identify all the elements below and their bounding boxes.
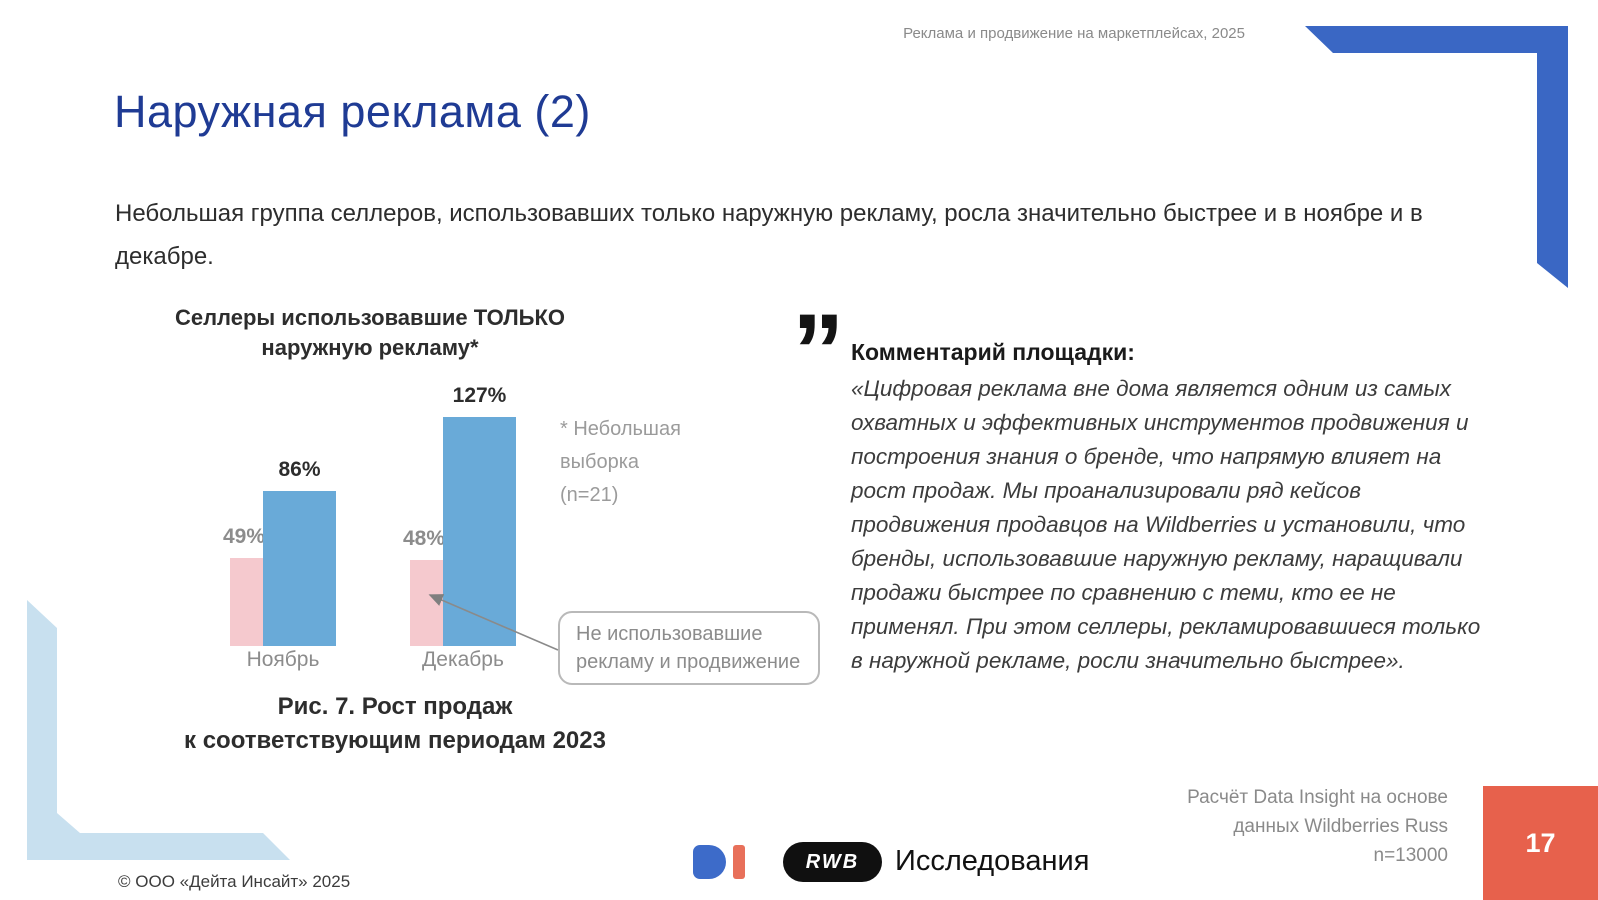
data-insight-logo-icon (693, 845, 726, 879)
page-number: 17 (1525, 827, 1556, 858)
bar-value-label: 127% (452, 384, 507, 407)
chart-title: Селлеры использовавшие ТОЛЬКО наружную р… (174, 305, 566, 360)
data-insight-logo-bar-icon (733, 845, 745, 879)
sample-size-note: * Небольшая выборка (n=21) (560, 418, 681, 506)
bar-november-outdoor-only: 86% (263, 458, 336, 646)
page-number-badge: 17 (1483, 786, 1598, 900)
category-label-december: Декабрь (422, 648, 504, 671)
bar-december-outdoor-only: 127% (443, 384, 516, 646)
page-title: Наружная реклама (2) (114, 86, 591, 137)
figure-caption: Рис. 7. Рост продаж к соответствующим пе… (184, 693, 606, 754)
comment-heading: Комментарий площадки: (851, 339, 1135, 365)
comment-quote-text: «Цифровая реклама вне дома является одни… (851, 376, 1481, 673)
callout-no-ads: Не использовавшие рекламу и продвижение (558, 611, 820, 685)
bar-value-label: 86% (278, 458, 321, 481)
bar-value-label: 48% (402, 527, 446, 550)
rwb-logo-icon: RWB (783, 842, 882, 882)
category-label-november: Ноябрь (246, 648, 320, 671)
data-source-note: Расчёт Data Insight на основе данных Wil… (1187, 787, 1448, 866)
quote-icon: ” (792, 293, 845, 410)
intro-paragraph: Небольшая группа селлеров, использовавши… (115, 200, 1423, 270)
research-brand-label: Исследования (895, 845, 1090, 877)
bar-value-label: 49% (222, 525, 266, 548)
copyright-note: © ООО «Дейта Инсайт» 2025 (118, 872, 351, 891)
rwb-logo-label: RWB (805, 850, 860, 873)
report-header-note: Реклама и продвижение на маркетплейсах, … (903, 25, 1245, 42)
